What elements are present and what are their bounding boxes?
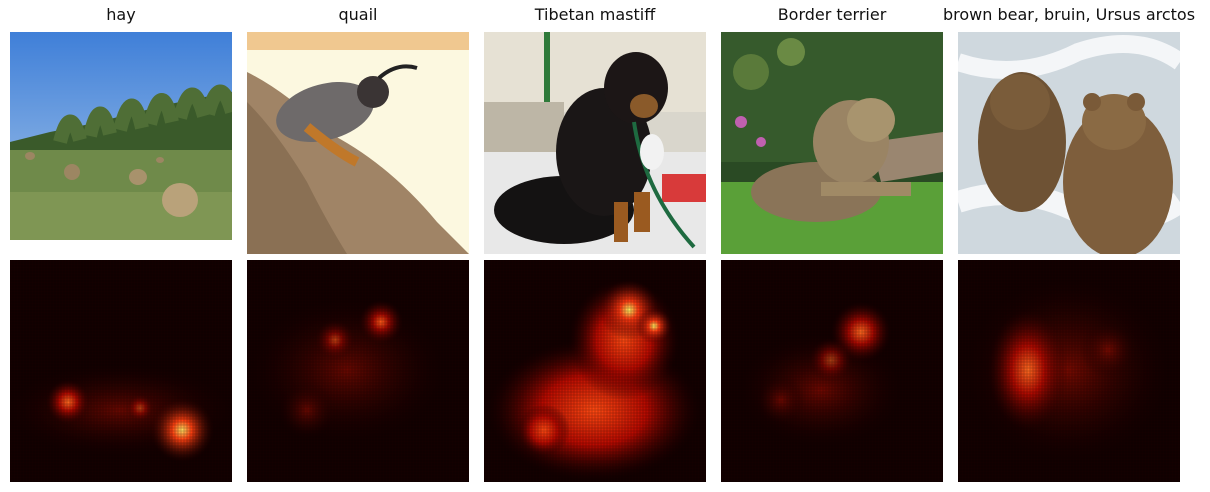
panel-title: hay	[106, 5, 136, 24]
panel-border-terrier: Border terrier	[721, 0, 943, 492]
photo-quail	[247, 32, 469, 254]
saliency-map-hay	[10, 260, 232, 482]
saliency-map-border-terrier	[721, 260, 943, 482]
panel-title: Tibetan mastiff	[534, 5, 656, 24]
photo-hay	[10, 32, 232, 240]
panel-brown-bear: brown bear, bruin, Ursus arctos	[943, 0, 1195, 492]
saliency-map-tibetan-mastiff	[484, 260, 706, 482]
saliency-map-quail	[247, 260, 469, 482]
panel-quail: quail	[247, 0, 469, 492]
panel-tibetan-mastiff: Tibetan mastiff	[484, 0, 706, 492]
photo-tibetan-mastiff	[484, 32, 706, 254]
photo-brown-bear	[958, 32, 1180, 254]
panel-title: brown bear, bruin, Ursus arctos	[942, 5, 1196, 24]
panel-title: quail	[338, 5, 378, 24]
panel-title: Border terrier	[777, 5, 887, 24]
saliency-map-brown-bear	[958, 260, 1180, 482]
photo-border-terrier	[721, 32, 943, 254]
panel-hay: hay	[10, 0, 232, 492]
